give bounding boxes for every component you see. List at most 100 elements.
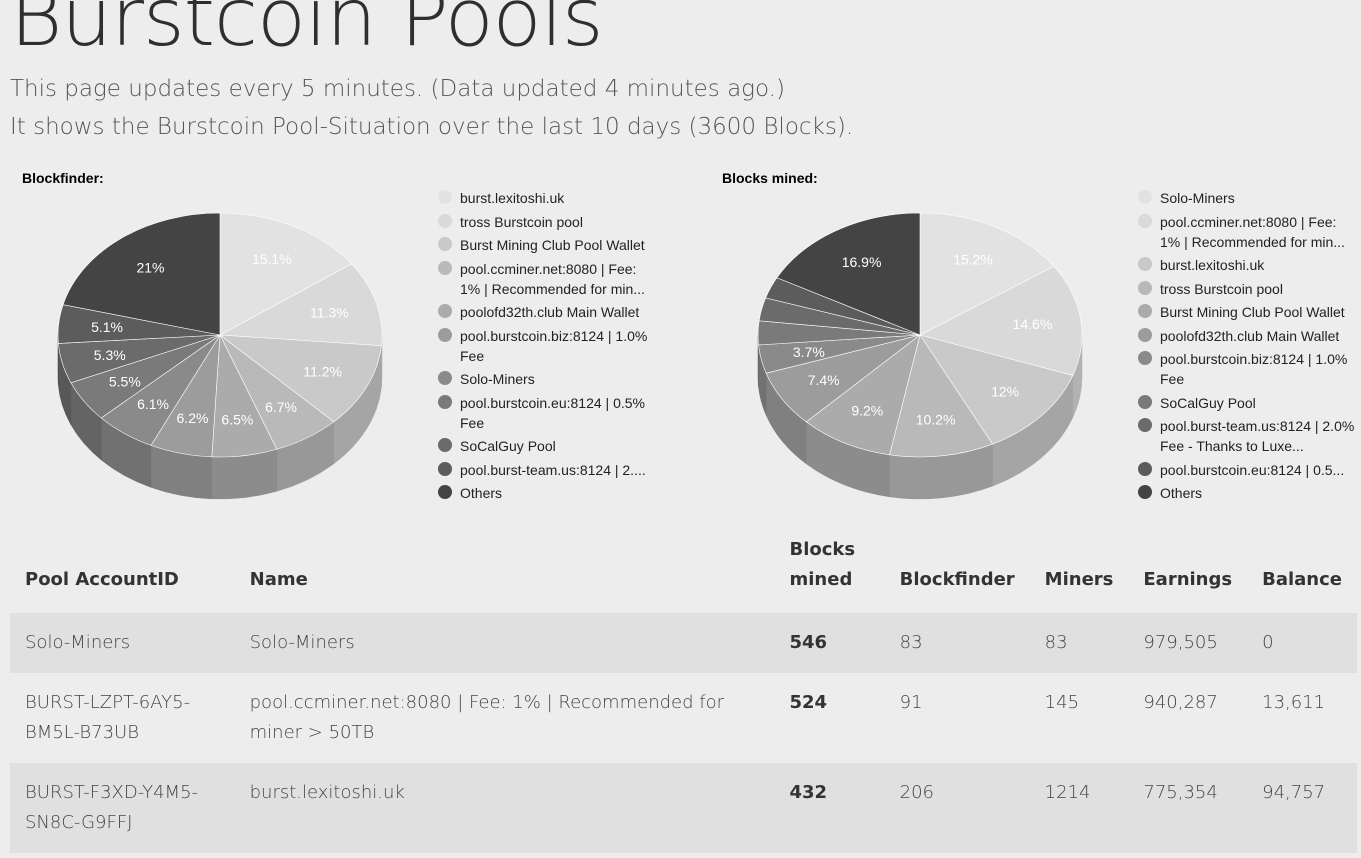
legend-swatch — [1138, 327, 1152, 342]
chart-title: Blocks mined: — [722, 170, 818, 186]
legend-item[interactable]: Others — [438, 483, 668, 503]
legend-item[interactable]: Solo-Miners — [438, 369, 668, 389]
pool-account-id: Solo-Miners — [10, 613, 235, 673]
pie-slice[interactable] — [919, 334, 1074, 445]
legend-swatch — [438, 485, 452, 499]
legend-label: Burst Mining Club Pool Wallet — [1160, 304, 1345, 320]
legend-swatch — [1138, 190, 1152, 204]
pie-data-label: 11.2% — [303, 363, 342, 379]
blocks-mined-value: 524 — [789, 692, 828, 713]
page-title: Burstcoin Pools — [10, 0, 603, 64]
legend-item[interactable]: pool.ccminer.net:8080 | Fee: 1% | Recomm… — [1138, 212, 1361, 252]
blockfinder-chart: Blockfinder: 15.1% 11.3% 11.2% 6.7% 6.5% 6.2%… — [0, 160, 680, 505]
earnings-value: 979,505 — [1128, 613, 1248, 673]
legend-label: Others — [1160, 485, 1203, 501]
legend-label: poolofd32th.club Main Wallet — [460, 304, 640, 320]
legend-swatch — [438, 461, 452, 476]
legend-item[interactable]: pool.burstcoin.biz:8124 | 1.0% Fee — [438, 326, 668, 366]
legend-swatch — [438, 371, 452, 385]
earnings-value: 775,354 — [1128, 763, 1248, 853]
pie-slice[interactable] — [889, 334, 994, 458]
blockfinder-value: 91 — [899, 692, 923, 713]
legend-item[interactable]: burst.lexitoshi.uk — [438, 188, 668, 208]
legend-item[interactable]: Burst Mining Club Pool Wallet — [438, 235, 668, 255]
pie-slice[interactable] — [776, 212, 921, 336]
legend-item[interactable]: tross Burstcoin pool — [438, 212, 668, 232]
legend-item[interactable]: pool.burst-team.us:8124 | 2.... — [438, 460, 668, 480]
legend-label: pool.burst-team.us:8124 | 2.... — [460, 461, 646, 478]
pie-data-label: 16.9% — [842, 254, 882, 270]
pie-data-label: 12% — [991, 383, 1019, 399]
legend-swatch — [438, 260, 452, 275]
legend-label: Solo-Miners — [1160, 190, 1235, 206]
pie-data-label: 14.6% — [1013, 316, 1053, 332]
legend-item[interactable]: poolofd32th.club Main Wallet — [1138, 326, 1361, 346]
legend-label: pool.burstcoin.biz:8124 | 1.0% Fee — [1160, 351, 1348, 387]
pie-data-label: 6.1% — [137, 396, 169, 412]
pie-slice[interactable] — [919, 266, 1083, 376]
legend-item[interactable]: pool.burstcoin.biz:8124 | 1.0% Fee — [1138, 349, 1361, 389]
column-header-blocks-mined[interactable]: Blocks mined — [789, 539, 856, 590]
column-header-miners[interactable]: Miners — [1044, 569, 1114, 590]
legend-swatch — [1138, 485, 1152, 499]
pie-slice[interactable] — [919, 212, 1055, 336]
legend-swatch — [438, 213, 452, 228]
balance-value: 13,611 — [1262, 692, 1326, 713]
pie-data-label: 5.1% — [91, 319, 123, 335]
blockfinder-value: 83 — [884, 613, 1030, 673]
legend-label: pool.burst-team.us:8124 | 2.0% Fee - Tha… — [1160, 418, 1355, 454]
pie-data-label: 5.3% — [94, 347, 126, 363]
pie-data-label: 6.7% — [265, 399, 297, 415]
pie-slice[interactable] — [219, 212, 353, 336]
pie-data-label: 9.2% — [851, 403, 883, 419]
pie-svg: 15.1% 11.3% 11.2% 6.7% 6.5% 6.2% 6.1% 5.5% 5.3% 5… — [57, 212, 383, 500]
column-header-earnings[interactable]: Earnings — [1143, 569, 1233, 590]
chart-title: Blockfinder: — [22, 170, 104, 186]
legend-item[interactable]: Others — [1138, 483, 1361, 503]
pie-data-label: 10.2% — [916, 412, 956, 428]
legend-label: burst.lexitoshi.uk — [460, 190, 565, 206]
miners-value: 145 — [1044, 692, 1080, 713]
column-header-blockfinder[interactable]: Blockfinder — [899, 569, 1015, 590]
miners-value: 1214 — [1029, 763, 1129, 853]
legend-item[interactable]: pool.burstcoin.eu:8124 | 0.5% Fee — [438, 393, 668, 433]
legend-item[interactable]: Burst Mining Club Pool Wallet — [1138, 302, 1361, 322]
update-info: This page updates every 5 minutes. (Data… — [10, 76, 785, 102]
pie-data-label: 6.2% — [177, 410, 209, 426]
balance-value: 94,757 — [1247, 763, 1357, 853]
legend-item[interactable]: burst.lexitoshi.uk — [1138, 255, 1361, 275]
legend-item[interactable]: Solo-Miners — [1138, 188, 1361, 208]
legend-item[interactable]: tross Burstcoin pool — [1138, 279, 1361, 299]
column-header-balance[interactable]: Balance — [1262, 569, 1342, 590]
legend-label: pool.ccminer.net:8080 | Fee: 1% | Recomm… — [460, 260, 645, 297]
pie-data-label: 15.1% — [252, 251, 292, 267]
legend-label: burst.lexitoshi.uk — [1160, 257, 1265, 273]
legend-label: pool.burstcoin.eu:8124 | 0.5% Fee — [460, 394, 645, 431]
legend-label: Others — [460, 485, 503, 501]
legend-item[interactable]: SoCalGuy Pool — [438, 436, 668, 456]
pie-slice[interactable] — [218, 263, 383, 347]
column-header-pool-accountid[interactable]: Pool AccountID — [25, 569, 179, 590]
pie-data-label: 6.5% — [221, 411, 253, 427]
legend-label: SoCalGuy Pool — [460, 438, 556, 454]
legend-label: SoCalGuy Pool — [1160, 394, 1256, 411]
pie-slice[interactable] — [219, 334, 382, 423]
legend-item[interactable]: pool.burst-team.us:8124 | 2.0% Fee - Tha… — [1138, 416, 1361, 456]
legend-label: poolofd32th.club Main Wallet — [1160, 327, 1340, 344]
pie-slice[interactable] — [62, 212, 221, 336]
pool-account-id: BURST-LZPT-6AY5-BM5L-B73UB — [25, 692, 191, 743]
legend-item[interactable]: pool.ccminer.net:8080 | Fee: 1% | Recomm… — [438, 259, 668, 299]
legend-swatch — [438, 327, 452, 342]
legend-swatch — [438, 237, 452, 251]
legend-item[interactable]: poolofd32th.club Main Wallet — [438, 302, 668, 322]
column-header-name[interactable]: Name — [249, 569, 308, 590]
legend-label: tross Burstcoin pool — [1160, 280, 1283, 297]
table-header-row: Pool AccountID Name Blocks mined Blockfi… — [10, 525, 1357, 613]
legend-item[interactable]: SoCalGuy Pool — [1138, 393, 1361, 413]
legend-swatch — [438, 438, 452, 452]
blockfinder-value: 206 — [884, 763, 1030, 853]
pie-data-label: 11.3% — [310, 304, 349, 320]
pie-slice[interactable] — [805, 334, 921, 456]
legend-item[interactable]: pool.burstcoin.eu:8124 | 0.5... — [1138, 460, 1361, 480]
legend-swatch — [1138, 351, 1152, 365]
